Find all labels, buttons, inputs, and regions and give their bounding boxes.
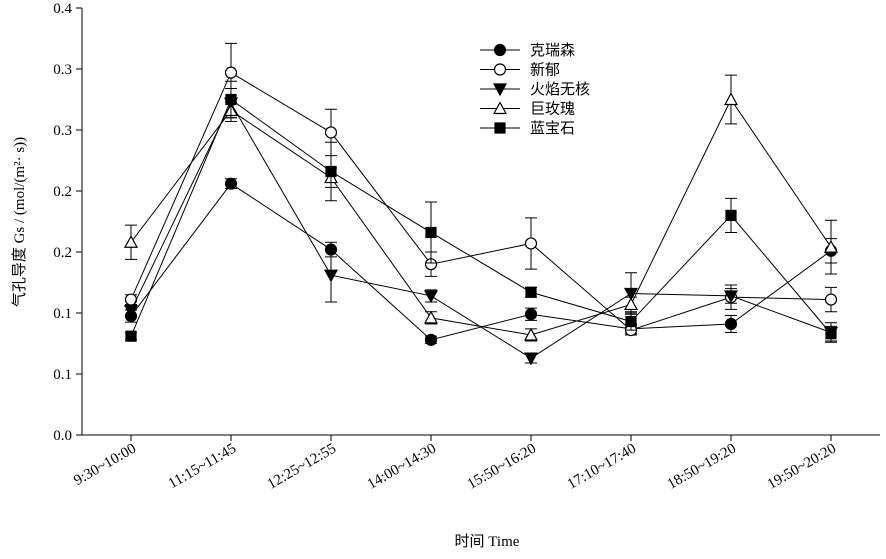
- legend-label: 克瑞森: [530, 42, 575, 59]
- series-line: [130, 98, 832, 336]
- y-tick-label: 0.3: [53, 62, 72, 78]
- point: [123, 304, 139, 318]
- point: [825, 328, 837, 340]
- y-tick-label: 0.3: [53, 123, 72, 139]
- point: [123, 234, 139, 248]
- point: [425, 226, 437, 239]
- legend-marker: [493, 43, 507, 57]
- point: [524, 237, 538, 250]
- legend-label: 新郁: [530, 62, 560, 79]
- point: [224, 177, 238, 190]
- y-tick-label: 0.2: [53, 184, 72, 200]
- y-tick-label: 0.1: [53, 367, 72, 383]
- series: [124, 177, 838, 346]
- y-tick-label: 0.2: [53, 245, 72, 261]
- x-tick-label: 9:30~10:00: [71, 441, 139, 489]
- x-tick-label: 19:50~20:20: [765, 441, 839, 493]
- y-axis-label: 气孔导度 Gs / (mol/(m²· s)): [11, 137, 28, 307]
- point: [325, 165, 337, 178]
- x-axis-label: 时间 Time: [455, 533, 520, 550]
- point: [524, 308, 538, 321]
- point: [525, 286, 537, 298]
- legend-label: 火焰无核: [530, 81, 590, 98]
- point: [523, 352, 539, 366]
- series-line: [130, 98, 832, 337]
- point: [324, 126, 338, 139]
- point: [225, 93, 237, 106]
- x-tick-label: 12:25~12:55: [265, 441, 339, 493]
- y-tick-label: 0.0: [53, 428, 72, 444]
- series: [125, 80, 837, 342]
- legend-marker: [494, 122, 506, 134]
- x-tick-label: 14:00~14:30: [365, 441, 439, 493]
- series-line: [130, 102, 832, 359]
- series-line: [130, 183, 832, 341]
- legend-marker: [492, 83, 508, 97]
- point: [423, 310, 439, 324]
- legend-marker: [493, 63, 507, 76]
- point: [723, 290, 739, 304]
- point: [323, 269, 339, 283]
- y-tick-label: 0.1: [53, 306, 72, 322]
- x-tick-label: 18:50~19:20: [665, 441, 739, 493]
- legend-label: 巨玫瑰: [530, 101, 575, 118]
- point: [424, 333, 438, 346]
- point: [824, 293, 838, 306]
- point: [625, 315, 637, 328]
- point: [623, 297, 639, 311]
- point: [125, 330, 137, 342]
- point: [623, 287, 639, 301]
- point: [724, 317, 738, 331]
- legend-label: 蓝宝石: [530, 120, 575, 137]
- point: [723, 92, 739, 106]
- point: [725, 209, 737, 221]
- point: [523, 327, 539, 341]
- legend-marker: [492, 101, 508, 115]
- x-tick-label: 15:50~16:20: [465, 441, 539, 493]
- y-tick-label: 0.4: [53, 1, 72, 17]
- series-line: [130, 71, 832, 331]
- point: [224, 66, 238, 79]
- point: [823, 239, 839, 253]
- x-tick-label: 17:10~17:40: [565, 441, 639, 493]
- point: [423, 290, 439, 304]
- x-tick-label: 11:15~11:45: [166, 441, 239, 493]
